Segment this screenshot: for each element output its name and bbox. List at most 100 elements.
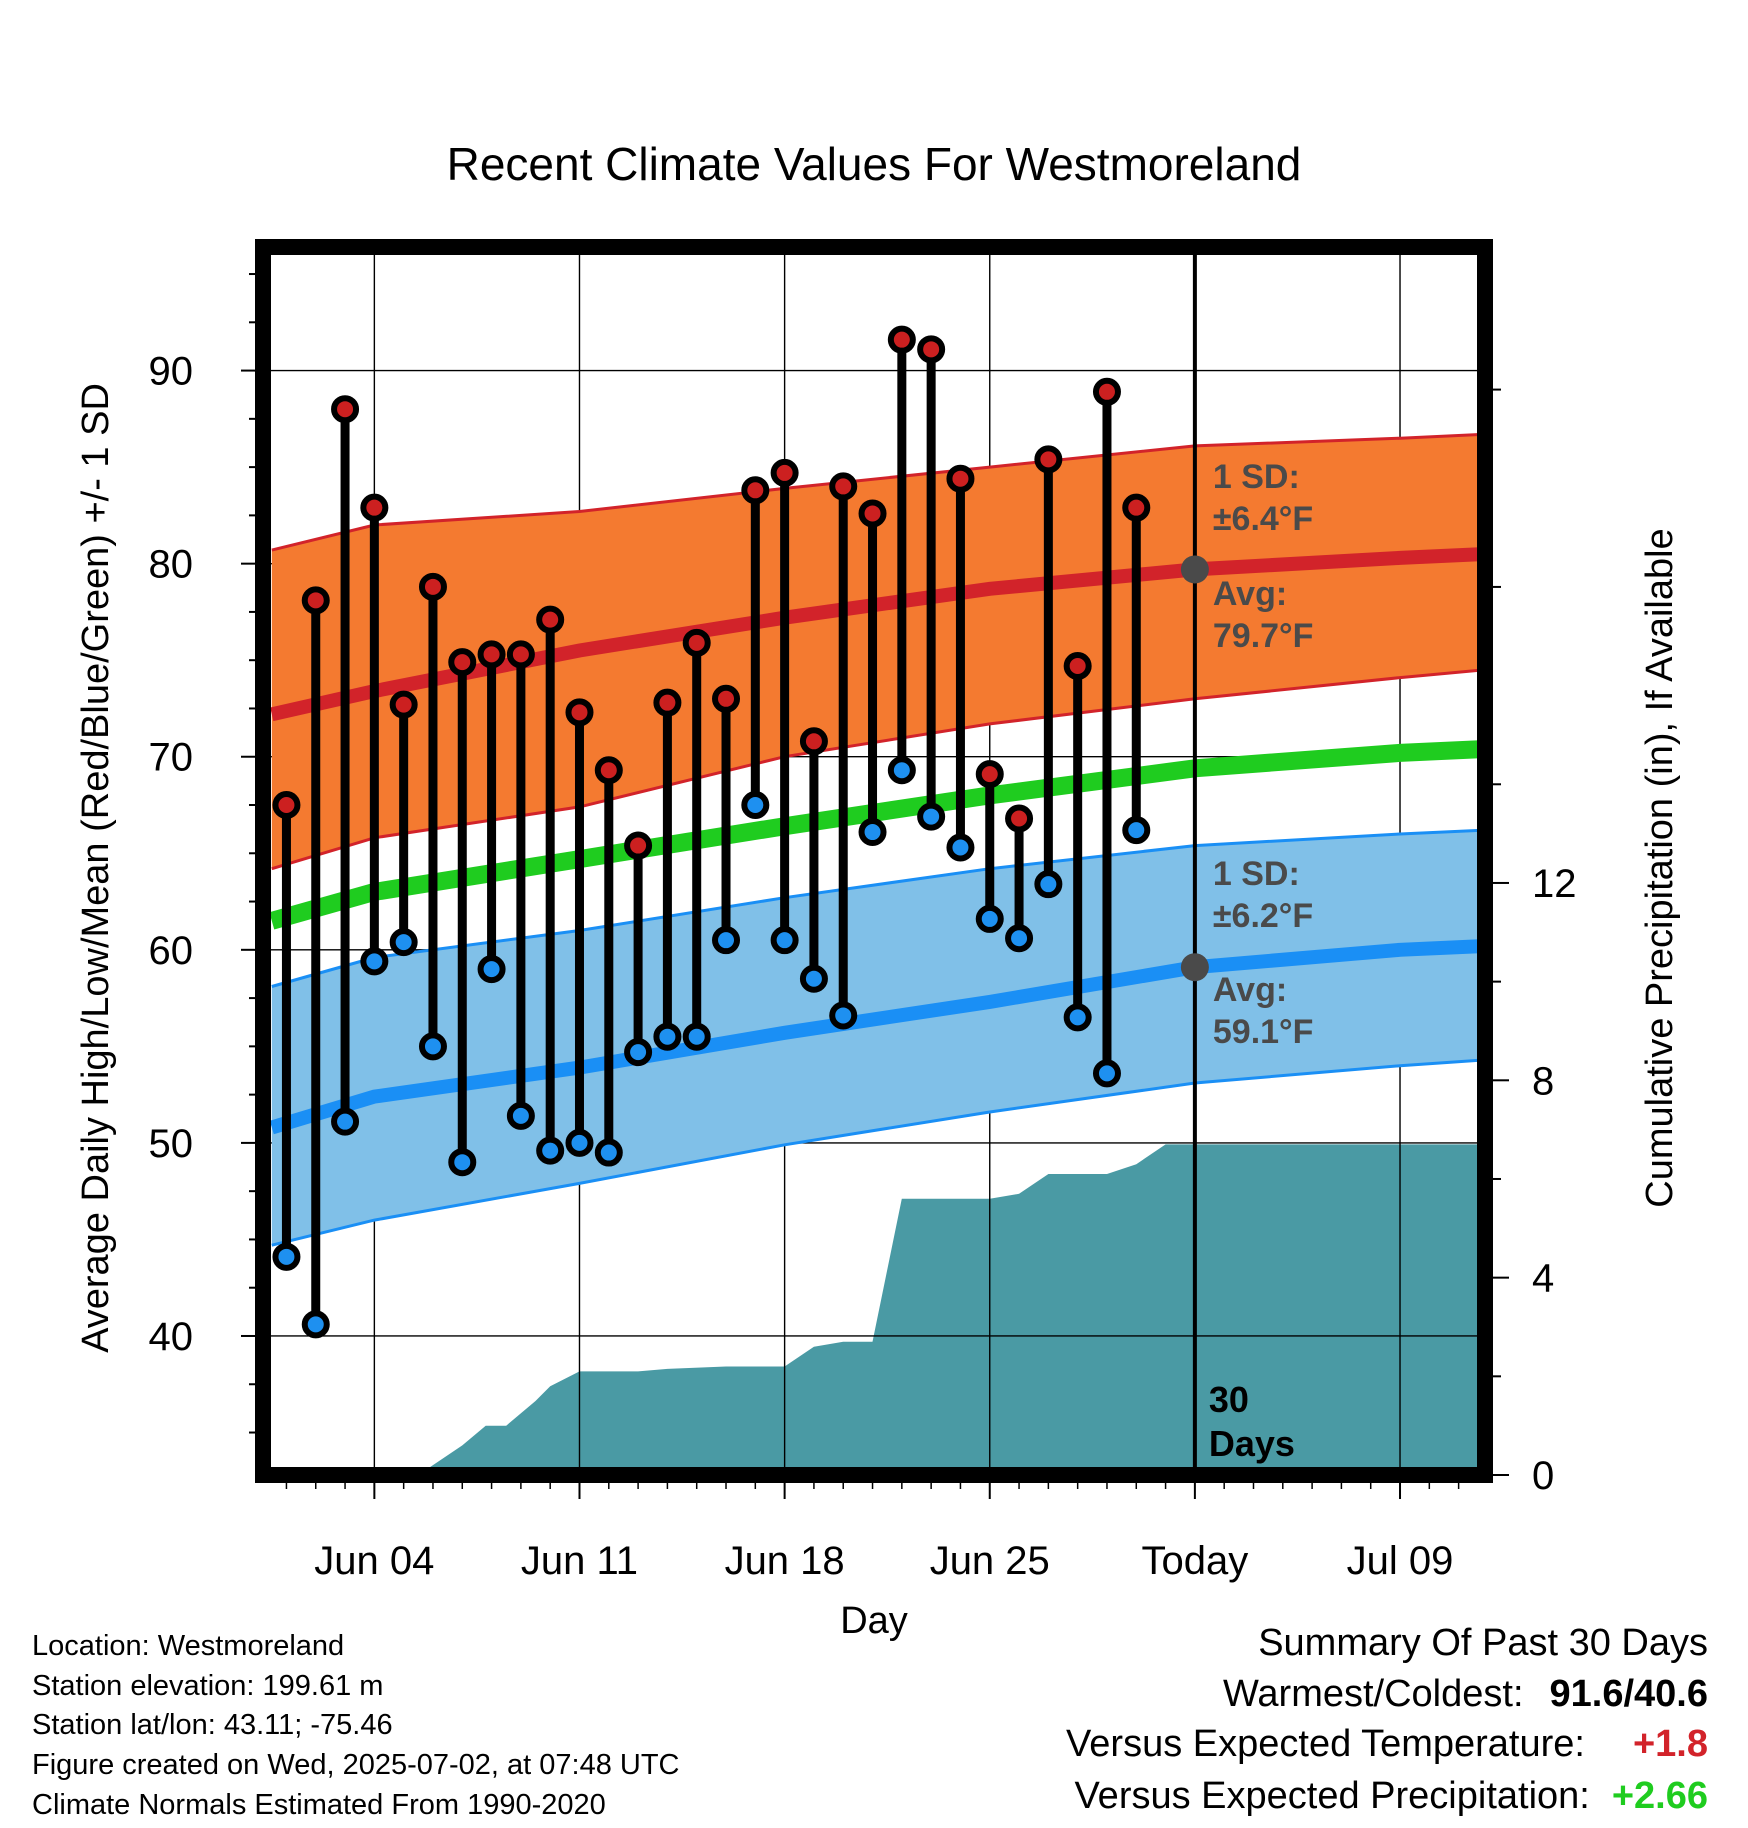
high-sd-lower-line xyxy=(271,668,1485,871)
daily-high-point xyxy=(418,572,447,601)
daily-high-point xyxy=(917,335,946,364)
daily-low-point xyxy=(770,926,799,955)
daily-low-point xyxy=(360,947,389,976)
daily-high-point xyxy=(301,586,330,615)
daily-high-point xyxy=(653,688,682,717)
high-avg-value: 79.7°F xyxy=(1213,617,1314,655)
summary-temp-row: Versus Expected Temperature: +1.8 xyxy=(1066,1725,1708,1763)
daily-low-point xyxy=(682,1022,711,1051)
daily-high-point xyxy=(858,499,887,528)
daily-low-point xyxy=(712,926,741,955)
summary-warmest-row: Warmest/Coldest: 91.6/40.6 xyxy=(1223,1675,1708,1713)
daily-high-point xyxy=(770,458,799,487)
plot-area xyxy=(263,247,1485,1475)
daily-high-point xyxy=(712,684,741,713)
x-tick-label: Today xyxy=(1142,1539,1249,1583)
y-tick-label: 80 xyxy=(149,543,194,587)
y2-axis-label: Cumulative Precipitation (in), If Availa… xyxy=(1639,528,1681,1207)
daily-low-point xyxy=(946,833,975,862)
y-tick-label: 50 xyxy=(149,1122,194,1166)
y2-tick-label: 0 xyxy=(1532,1454,1554,1498)
low-avg-label: Avg: xyxy=(1213,971,1287,1009)
daily-low-point xyxy=(448,1148,477,1177)
summary-precip-value: +2.66 xyxy=(1611,1775,1708,1817)
y2-tick-label: 8 xyxy=(1532,1059,1554,1103)
summary-warmest-value: 91.6/40.6 xyxy=(1549,1673,1708,1715)
high-sd-upper-line xyxy=(271,432,1485,552)
summary-precip-row: Versus Expected Precipitation: +2.66 xyxy=(1074,1777,1708,1815)
daily-low-point xyxy=(301,1310,330,1339)
daily-low-point xyxy=(1063,1003,1092,1032)
daily-high-point xyxy=(1092,377,1121,406)
summary-precip-label: Versus Expected Precipitation: xyxy=(1074,1775,1590,1817)
low-avg-value: 59.1°F xyxy=(1213,1013,1314,1051)
daily-low-point xyxy=(477,955,506,984)
info-normals: Climate Normals Estimated From 1990-2020 xyxy=(32,1789,606,1821)
daily-low-point xyxy=(536,1136,565,1165)
precip-area xyxy=(263,1144,1485,1475)
daily-high-point xyxy=(1034,445,1063,474)
daily-low-point xyxy=(1122,816,1151,845)
x-axis-label: Day xyxy=(840,1600,908,1642)
daily-low-point xyxy=(829,1001,858,1030)
summary-warmest-label: Warmest/Coldest: xyxy=(1222,1673,1524,1715)
daily-low-point xyxy=(858,818,887,847)
high-sd-label: 1 SD: xyxy=(1213,458,1300,496)
x-tick-label: Jun 18 xyxy=(725,1539,845,1583)
daily-low-point xyxy=(418,1032,447,1061)
y-axis-label: Average Daily High/Low/Mean (Red/Blue/Gr… xyxy=(75,383,117,1353)
daily-high-point xyxy=(506,640,535,669)
daily-high-point xyxy=(829,472,858,501)
daily-high-point xyxy=(975,760,1004,789)
daily-high-point xyxy=(682,628,711,657)
daily-low-point xyxy=(741,791,770,820)
low-sd-value: ±6.2°F xyxy=(1213,897,1313,935)
daily-high-point xyxy=(594,756,623,785)
today-low-avg-marker xyxy=(1180,953,1209,982)
daily-high-point xyxy=(624,831,653,860)
y2-tick-label: 4 xyxy=(1532,1257,1554,1301)
daily-low-point xyxy=(1034,870,1063,899)
info-elevation: Station elevation: 199.61 m xyxy=(32,1670,384,1702)
high-sd-value: ±6.4°F xyxy=(1213,500,1313,538)
mean-avg-line xyxy=(269,740,1485,930)
y-tick-label: 90 xyxy=(149,350,194,394)
plot-frame xyxy=(255,239,1493,1483)
daily-high-point xyxy=(360,493,389,522)
daily-high-point xyxy=(331,395,360,424)
low-avg-line xyxy=(269,939,1485,1135)
high-avg-line xyxy=(270,547,1485,722)
days-count: 30 xyxy=(1209,1379,1249,1420)
daily-high-point xyxy=(799,727,828,756)
days-word: Days xyxy=(1209,1423,1295,1464)
x-tick-label: Jul 09 xyxy=(1347,1539,1454,1583)
daily-low-point xyxy=(917,802,946,831)
high-avg-label: Avg: xyxy=(1213,575,1287,613)
low-sd-label: 1 SD: xyxy=(1213,855,1300,893)
daily-high-point xyxy=(272,791,301,820)
daily-low-point xyxy=(799,964,828,993)
summary-temp-value: +1.8 xyxy=(1632,1723,1708,1765)
today-high-avg-marker xyxy=(1180,555,1209,584)
summary-title: Summary Of Past 30 Days xyxy=(1258,1622,1708,1664)
daily-low-point xyxy=(506,1101,535,1130)
daily-high-point xyxy=(1122,493,1151,522)
daily-high-point xyxy=(741,476,770,505)
daily-low-point xyxy=(653,1022,682,1051)
y2-tick-label: 12 xyxy=(1532,862,1577,906)
daily-high-point xyxy=(477,640,506,669)
daily-low-point xyxy=(565,1128,594,1157)
daily-high-point xyxy=(565,698,594,727)
daily-high-point xyxy=(1063,651,1092,680)
daily-low-point xyxy=(975,904,1004,933)
x-tick-label: Jun 25 xyxy=(930,1539,1050,1583)
daily-low-point xyxy=(624,1038,653,1067)
info-created: Figure created on Wed, 2025-07-02, at 07… xyxy=(32,1749,680,1781)
daily-low-point xyxy=(1005,924,1034,953)
daily-low-point xyxy=(887,756,916,785)
x-tick-label: Jun 11 xyxy=(521,1539,638,1583)
x-tick-label: Jun 04 xyxy=(314,1539,434,1583)
daily-high-point xyxy=(448,648,477,677)
y-tick-label: 70 xyxy=(149,736,194,780)
